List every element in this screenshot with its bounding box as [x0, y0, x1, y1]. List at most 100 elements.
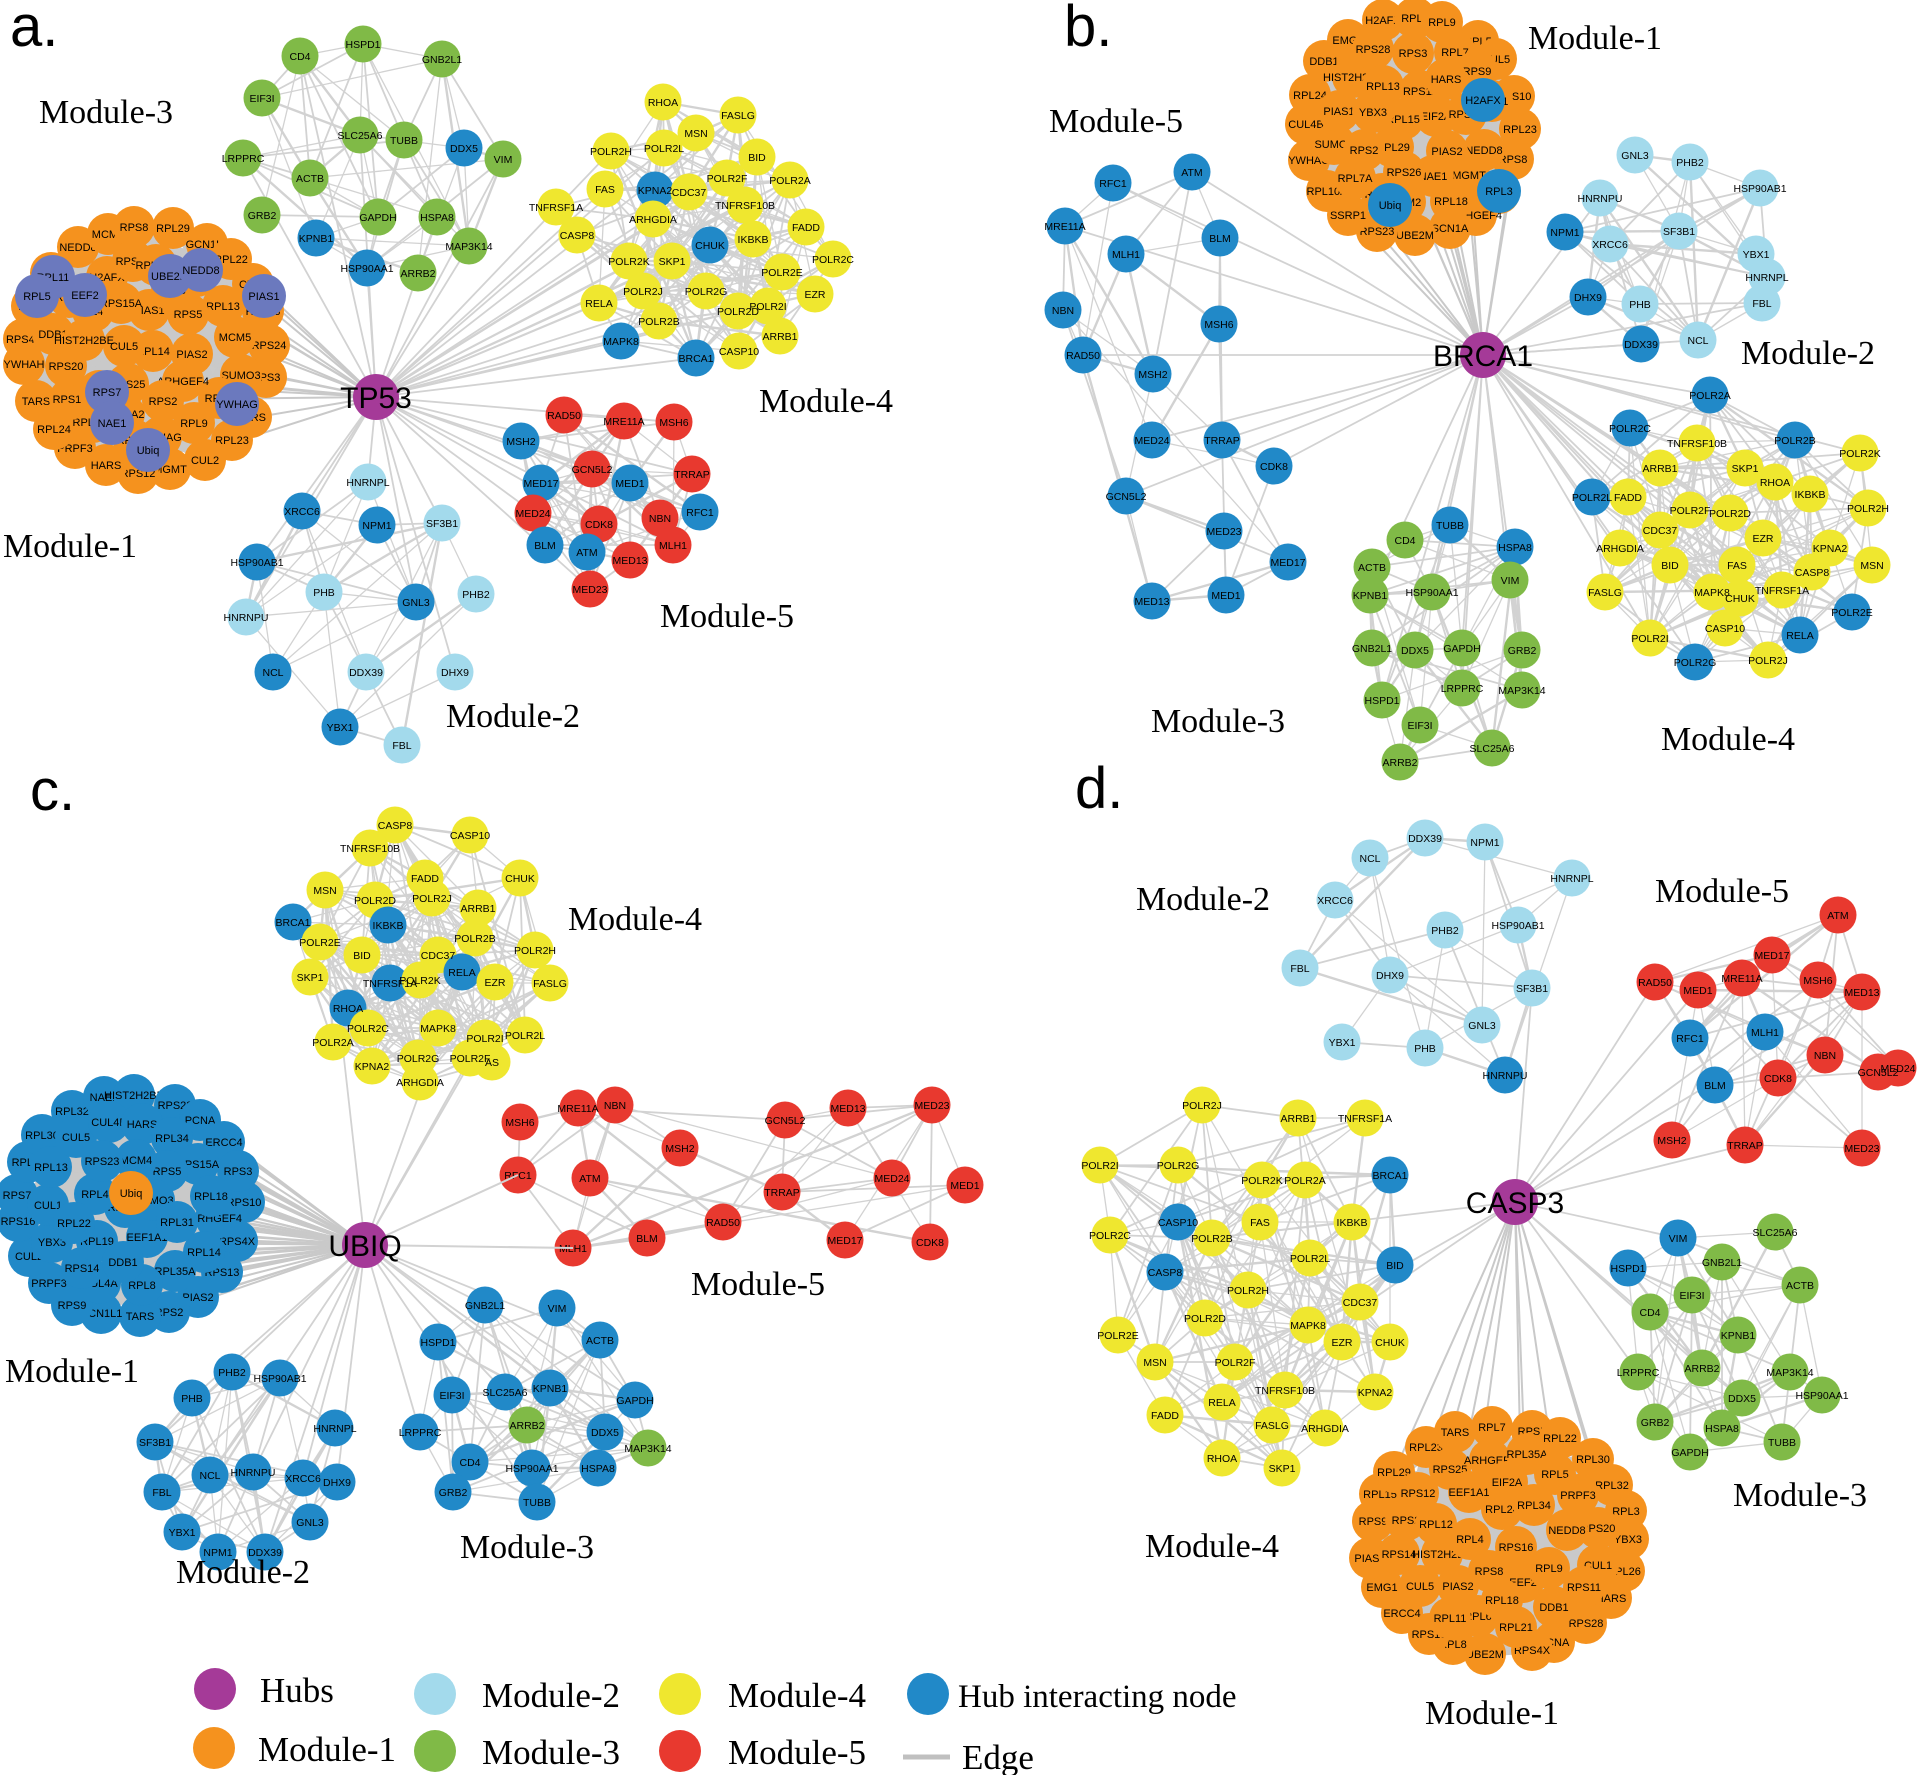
svg-text:XRCC6: XRCC6	[285, 1473, 321, 1485]
svg-text:RHOA: RHOA	[648, 97, 678, 109]
svg-text:EIF3I: EIF3I	[249, 93, 274, 105]
svg-text:CASP8: CASP8	[1795, 567, 1830, 579]
svg-text:POLR2D: POLR2D	[354, 895, 396, 907]
svg-text:DDB1: DDB1	[38, 329, 67, 341]
svg-text:CHUK: CHUK	[1375, 1337, 1405, 1349]
svg-text:DDB1: DDB1	[1539, 1602, 1568, 1614]
svg-text:CUL2: CUL2	[191, 455, 219, 467]
svg-text:MED17: MED17	[1754, 950, 1789, 962]
svg-text:YWHAG: YWHAG	[216, 399, 258, 411]
svg-text:RPL21: RPL21	[1499, 1622, 1533, 1634]
svg-text:ATM: ATM	[1827, 910, 1848, 922]
svg-text:RAD50: RAD50	[547, 410, 581, 422]
svg-text:MSN: MSN	[1143, 1357, 1166, 1369]
svg-text:GRB2: GRB2	[1508, 645, 1537, 657]
svg-text:a.: a.	[10, 0, 58, 59]
svg-text:MED23: MED23	[1844, 1143, 1879, 1155]
svg-text:RPL35A: RPL35A	[1507, 1449, 1549, 1461]
svg-text:ARRB1: ARRB1	[762, 331, 797, 343]
svg-text:GNB2L1: GNB2L1	[1352, 643, 1392, 655]
svg-text:MSH2: MSH2	[1138, 369, 1167, 381]
svg-text:POLR2L: POLR2L	[644, 143, 684, 155]
svg-text:POLR2A: POLR2A	[1689, 390, 1730, 402]
svg-text:PIAS1: PIAS1	[248, 291, 279, 303]
svg-text:BID: BID	[1661, 560, 1679, 572]
svg-text:SLC25A6: SLC25A6	[338, 130, 383, 142]
svg-text:Module-5: Module-5	[728, 1733, 866, 1772]
svg-text:PHB: PHB	[181, 1393, 203, 1405]
svg-text:RPS7: RPS7	[3, 1190, 32, 1202]
svg-text:CUL1: CUL1	[34, 1200, 62, 1212]
svg-text:c.: c.	[30, 758, 75, 823]
svg-text:SF3B1: SF3B1	[426, 518, 458, 530]
svg-text:MED17: MED17	[1270, 557, 1305, 569]
svg-text:MRE11A: MRE11A	[1044, 221, 1085, 233]
svg-text:RPL29: RPL29	[156, 223, 190, 235]
svg-text:TARS: TARS	[126, 1311, 155, 1323]
svg-text:NBN: NBN	[1052, 305, 1074, 317]
svg-text:POLR2K: POLR2K	[1839, 448, 1880, 460]
svg-text:RPL13: RPL13	[1366, 81, 1400, 93]
svg-text:MLH1: MLH1	[1112, 249, 1140, 261]
svg-text:DHX9: DHX9	[323, 1477, 351, 1489]
svg-text:POLR2L: POLR2L	[1572, 492, 1612, 504]
svg-text:BRCA1: BRCA1	[1433, 340, 1533, 373]
svg-text:ERCC4: ERCC4	[1383, 1608, 1420, 1620]
svg-text:NEDD8: NEDD8	[1465, 145, 1502, 157]
svg-text:MED24: MED24	[1880, 1063, 1915, 1075]
svg-text:MED24: MED24	[515, 508, 550, 520]
svg-text:BLM: BLM	[534, 540, 556, 552]
svg-text:GAPDH: GAPDH	[616, 1395, 653, 1407]
svg-text:HSP90AA1: HSP90AA1	[1405, 587, 1458, 599]
svg-text:HSP90AA1: HSP90AA1	[1795, 1390, 1848, 1402]
svg-text:Ubiq: Ubiq	[120, 1188, 143, 1200]
svg-text:MSH6: MSH6	[505, 1117, 534, 1129]
svg-text:POLR2L: POLR2L	[505, 1030, 545, 1042]
svg-text:MED1: MED1	[1211, 590, 1240, 602]
svg-text:RPL35A: RPL35A	[155, 1266, 197, 1278]
svg-text:PIAS2: PIAS2	[1431, 146, 1462, 158]
svg-text:IKBKB: IKBKB	[1337, 1217, 1368, 1229]
svg-text:POLR2G: POLR2G	[1157, 1160, 1200, 1172]
svg-text:RPL9: RPL9	[1535, 1563, 1563, 1575]
svg-text:RPS8: RPS8	[1475, 1566, 1504, 1578]
svg-text:POLR2G: POLR2G	[685, 286, 728, 298]
svg-text:POLR2I: POLR2I	[1631, 633, 1668, 645]
svg-text:POLR2F: POLR2F	[1215, 1357, 1256, 1369]
svg-text:RPL14: RPL14	[187, 1247, 221, 1259]
svg-text:HARS: HARS	[1596, 1593, 1627, 1605]
svg-text:MED17: MED17	[827, 1235, 862, 1247]
svg-text:RPL30: RPL30	[25, 1130, 59, 1142]
svg-text:PHB2: PHB2	[462, 589, 490, 601]
svg-text:CASP10: CASP10	[450, 830, 490, 842]
svg-text:Module-2: Module-2	[482, 1676, 620, 1715]
svg-text:CDC37: CDC37	[672, 187, 707, 199]
svg-text:MED23: MED23	[914, 1100, 949, 1112]
svg-text:CASP8: CASP8	[378, 820, 413, 832]
svg-text:RFC1: RFC1	[1676, 1033, 1704, 1045]
svg-text:DDX39: DDX39	[349, 667, 383, 679]
svg-text:ARHGDIA: ARHGDIA	[396, 1077, 444, 1089]
svg-text:CHUK: CHUK	[1725, 593, 1755, 605]
svg-text:MAP3K14: MAP3K14	[445, 241, 492, 253]
svg-text:PCNA: PCNA	[185, 1115, 216, 1127]
svg-text:RPL11: RPL11	[1434, 1613, 1467, 1625]
svg-text:NAE1: NAE1	[1419, 171, 1448, 183]
svg-text:GRB2: GRB2	[248, 210, 277, 222]
svg-text:IKBKB: IKBKB	[373, 920, 404, 932]
svg-text:MAPK8: MAPK8	[603, 336, 639, 348]
svg-text:KPNB1: KPNB1	[299, 233, 334, 245]
svg-text:TNFRSF1A: TNFRSF1A	[529, 202, 583, 214]
svg-text:CUL5: CUL5	[110, 341, 138, 353]
svg-text:GNB2L1: GNB2L1	[1702, 1257, 1742, 1269]
svg-text:CUL5: CUL5	[1406, 1581, 1434, 1593]
svg-text:TNFRSF10B: TNFRSF10B	[1255, 1385, 1315, 1397]
svg-text:PHB2: PHB2	[1676, 157, 1704, 169]
svg-text:RPS24: RPS24	[252, 340, 287, 352]
svg-text:NCL: NCL	[262, 667, 283, 679]
svg-text:RPL9: RPL9	[180, 418, 208, 430]
svg-text:UBE2M: UBE2M	[1466, 1649, 1504, 1661]
svg-text:POLR2I: POLR2I	[466, 1033, 503, 1045]
svg-text:POLR2C: POLR2C	[347, 1023, 389, 1035]
svg-text:GNL3: GNL3	[296, 1517, 324, 1529]
